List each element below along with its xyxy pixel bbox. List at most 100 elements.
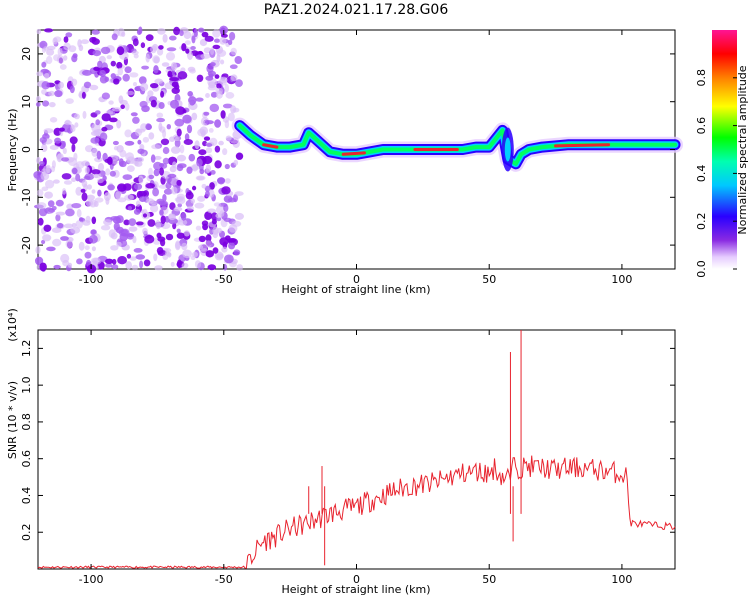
noise-blob [91, 148, 99, 157]
noise-blob [75, 220, 83, 229]
noise-blob [76, 209, 82, 218]
noise-blob [230, 74, 238, 82]
noise-blob [205, 75, 214, 81]
ridge-peak [341, 151, 366, 156]
noise-blob [123, 219, 130, 226]
noise-blob [148, 167, 153, 177]
noise-blob [42, 100, 50, 107]
noise-blob [124, 140, 135, 146]
noise-blob [91, 257, 101, 264]
noise-blob [46, 55, 53, 65]
noise-blob [119, 160, 127, 168]
noise-blob [139, 260, 144, 269]
noise-blob [91, 189, 96, 194]
noise-blob [111, 264, 119, 270]
noise-blob [207, 208, 217, 214]
noise-blob [105, 263, 113, 268]
noise-blob [176, 259, 182, 269]
noise-blob [212, 247, 219, 254]
snr-panel: -100 -50 0 50 100 0.2 0.4 0.6 0.8 1.0 1.2 Height … [6, 308, 676, 596]
noise-blob [214, 74, 220, 79]
noise-blob [43, 165, 50, 175]
noise-blob [150, 99, 157, 108]
noise-blob [71, 54, 78, 63]
noise-blob [187, 66, 196, 72]
noise-blob [44, 191, 53, 199]
noise-blob [236, 264, 243, 271]
noise-blob [186, 205, 194, 211]
noise-blob [176, 128, 182, 137]
noise-blob [120, 104, 125, 110]
x-tick-label: 100 [611, 573, 632, 586]
noise-blob [147, 219, 156, 227]
snr-x-axis-label: Height of straight line (km) [281, 583, 430, 596]
noise-blob [110, 60, 117, 67]
noise-blob [167, 70, 173, 78]
noise-blob [193, 28, 198, 38]
noise-blob [180, 67, 186, 73]
noise-blob [174, 241, 181, 251]
noise-blob [73, 113, 80, 120]
snr-y-ticks: 0.2 0.4 0.6 0.8 1.0 1.2 [20, 340, 675, 541]
noise-blob [45, 179, 55, 189]
x-tick-label: -50 [215, 573, 233, 586]
noise-blob [177, 71, 188, 80]
noise-blob [124, 102, 130, 111]
noise-blob [140, 42, 146, 49]
noise-blob [86, 194, 95, 201]
y-tick-label: 10 [20, 95, 33, 109]
noise-blob [218, 140, 224, 146]
noise-blob [144, 234, 155, 244]
spectrogram-y-axis-label: Frequency (Hz) [6, 109, 19, 192]
noise-blob [230, 105, 237, 114]
noise-blob [179, 30, 184, 37]
ridge-peak [554, 143, 611, 148]
y-tick-label: -10 [20, 188, 33, 206]
noise-blob [219, 210, 225, 217]
noise-blob [152, 187, 160, 197]
colorbar-tick-label: 0.8 [695, 69, 708, 87]
noise-blob [170, 261, 175, 267]
snr-spikes [308, 330, 522, 566]
noise-blob [42, 234, 52, 242]
noise-blob [184, 133, 190, 141]
noise-blob [109, 170, 116, 177]
noise-blob [75, 186, 83, 196]
noise-blob [174, 138, 181, 148]
noise-blob [183, 230, 190, 237]
noise-blob [145, 53, 150, 63]
noise-blob [121, 31, 126, 37]
noise-blob [54, 137, 62, 144]
noise-blob [181, 242, 188, 251]
noise-blob [101, 113, 111, 122]
y-tick-label: 1.2 [20, 340, 33, 358]
noise-blob [36, 96, 41, 103]
noise-blob [131, 264, 139, 271]
noise-blob [205, 147, 213, 154]
snr-frame [37, 329, 676, 570]
noise-blob [71, 143, 76, 153]
noise-blob [43, 128, 54, 134]
noise-blob [181, 43, 187, 52]
noise-blob [233, 194, 238, 203]
noise-blob [233, 159, 239, 166]
spectrogram-y-ticks: -20 -10 0 10 20 [20, 47, 675, 254]
noise-blob [224, 254, 234, 264]
noise-blob [197, 128, 207, 137]
noise-blob [166, 47, 177, 52]
noise-blob [111, 107, 122, 112]
noise-blob [154, 265, 163, 271]
noise-blob [141, 65, 150, 70]
noise-blob [71, 78, 78, 87]
noise-blob [163, 188, 173, 195]
noise-blob [196, 74, 204, 83]
noise-blob [97, 163, 105, 172]
noise-blob [228, 224, 238, 233]
noise-blob [169, 165, 177, 173]
noise-blob [189, 99, 195, 106]
noise-blob [208, 189, 215, 198]
noise-blob [93, 66, 100, 72]
noise-blob [97, 189, 102, 197]
noise-blob [84, 166, 90, 174]
